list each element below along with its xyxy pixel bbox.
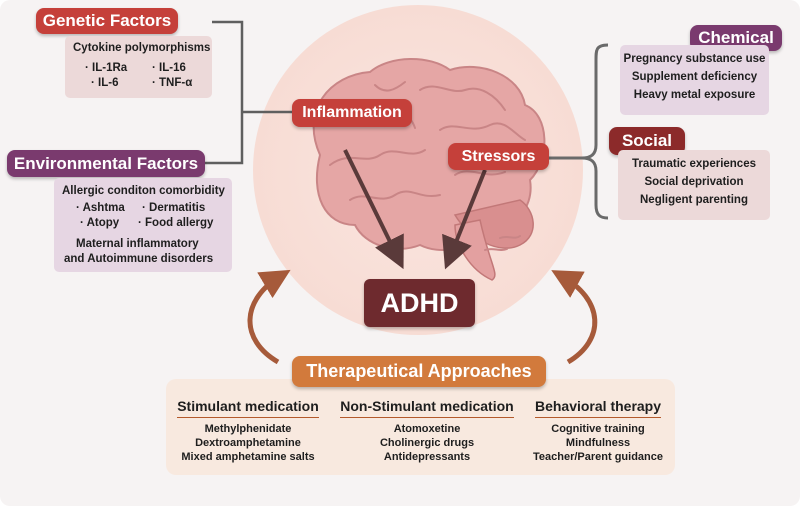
social-item: Negligent parenting: [640, 194, 748, 206]
environmental-item: · Food allergy: [138, 217, 214, 229]
environmental-extra: and Autoimmune disorders: [64, 253, 214, 265]
social-box: Traumatic experiences Social deprivation…: [618, 150, 770, 220]
column-item: Teacher/Parent guidance: [532, 451, 663, 463]
chemical-box: Pregnancy substance use Supplement defic…: [620, 45, 769, 115]
arrow-stressors: [442, 169, 487, 270]
genetic-item: · IL-16: [152, 62, 186, 74]
right-bracket: [545, 43, 609, 220]
curved-arrow-right: [551, 270, 598, 365]
environmental-item: · Atopy: [80, 217, 120, 229]
curved-arrow-left: [247, 269, 291, 365]
therapeutic-panel: [166, 379, 675, 475]
chemical-item: Pregnancy substance use: [623, 53, 766, 65]
stimulant-column: Stimulant medication Methylphenidate Dex…: [173, 398, 323, 464]
column-item: Cholinergic drugs: [379, 437, 475, 449]
therapeutic-approaches-tag: Therapeutical Approaches: [292, 356, 546, 387]
genetic-factors-tag: Genetic Factors: [36, 8, 178, 34]
environmental-extra: Maternal inflammatory: [76, 238, 199, 250]
environmental-subtitle: Allergic conditon comorbidity: [62, 185, 225, 197]
arrow-inflammation: [343, 149, 404, 270]
social-item: Traumatic experiences: [631, 158, 756, 170]
column-item: Methylphenidate: [204, 423, 292, 435]
column-heading: Behavioral therapy: [534, 398, 662, 418]
genetic-item: · IL-6: [91, 77, 119, 89]
column-item: Atomoxetine: [393, 423, 461, 435]
environmental-item: · Dermatitis: [142, 202, 206, 214]
chemical-item: Supplement deficiency: [631, 71, 758, 83]
social-item: Social deprivation: [644, 176, 744, 188]
stressors-tag: Stressors: [448, 143, 549, 170]
genetic-subtitle: Cytokine polymorphisms: [73, 42, 211, 54]
inflammation-tag: Inflammation: [292, 99, 412, 127]
genetic-item: · TNF-α: [152, 77, 193, 89]
environmental-factors-tag: Environmental Factors: [7, 150, 205, 177]
left-bracket: [205, 20, 300, 165]
column-item: Cognitive training: [551, 423, 645, 435]
column-heading: Stimulant medication: [177, 398, 319, 418]
environmental-factors-box: Allergic conditon comorbidity · Ashtma ·…: [54, 178, 232, 272]
adhd-label: ADHD: [364, 279, 475, 327]
genetic-factors-box: Cytokine polymorphisms · IL-1Ra · IL-16 …: [65, 36, 212, 98]
column-item: Antidepressants: [383, 451, 471, 463]
environmental-item: · Ashtma: [76, 202, 125, 214]
column-item: Mixed amphetamine salts: [181, 451, 315, 463]
non-stimulant-column: Non-Stimulant medication Atomoxetine Cho…: [334, 398, 520, 464]
genetic-item: · IL-1Ra: [85, 62, 128, 74]
column-heading: Non-Stimulant medication: [340, 398, 514, 418]
chemical-item: Heavy metal exposure: [633, 89, 756, 101]
behavioral-column: Behavioral therapy Cognitive training Mi…: [528, 398, 668, 464]
column-item: Dextroamphetamine: [195, 437, 301, 449]
column-item: Mindfulness: [565, 437, 631, 449]
